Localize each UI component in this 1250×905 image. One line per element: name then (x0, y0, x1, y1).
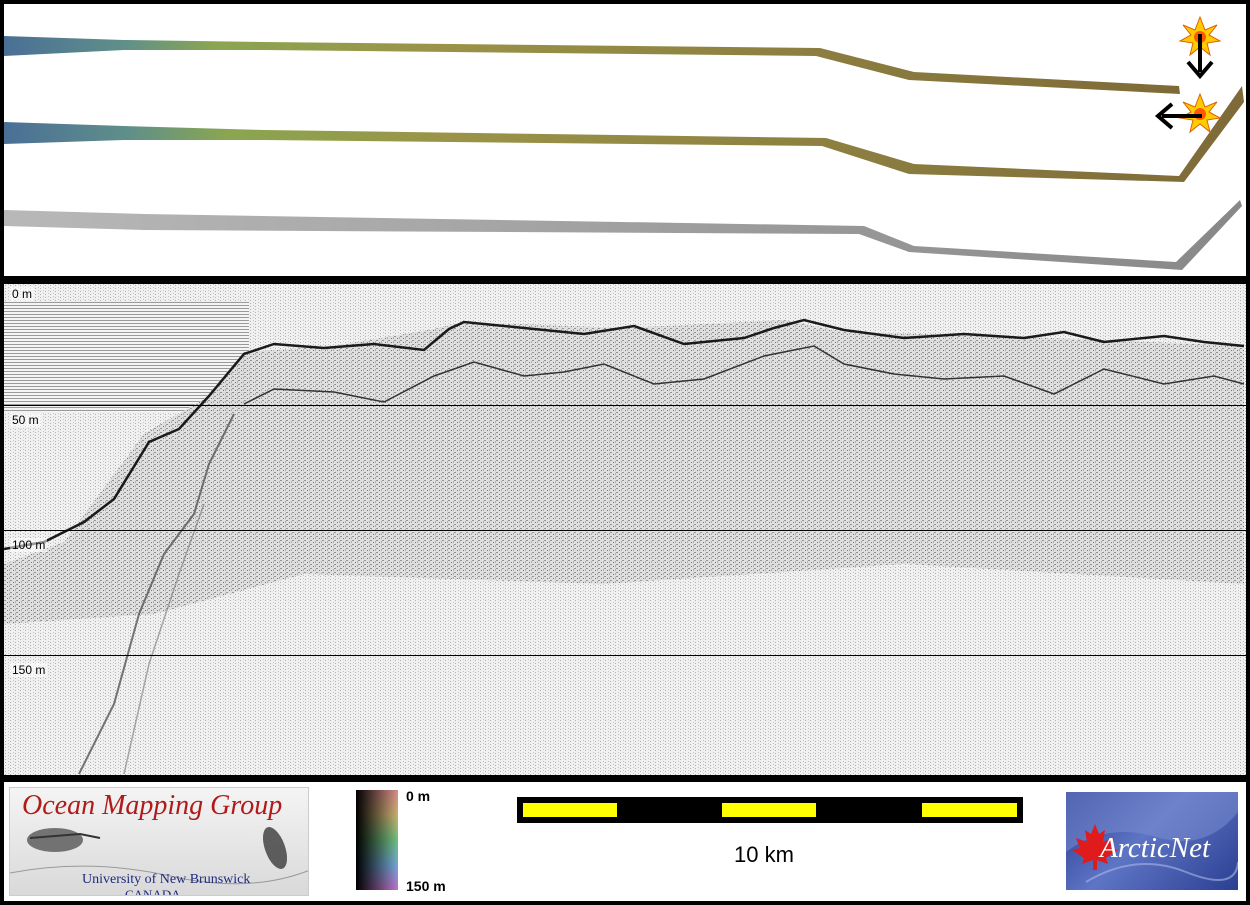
scale-bar-segment (722, 803, 816, 817)
depth-gridline (4, 530, 1246, 531)
depth-gridline (4, 405, 1246, 406)
sub-bottom-reflector (243, 345, 1245, 405)
arcticnet-logo: ArcticNet (1066, 792, 1238, 890)
scale-bar-label: 10 km (734, 842, 794, 867)
scale-bar-segment (922, 803, 1017, 817)
omg-logo-graphic (10, 827, 308, 885)
arrow-down-icon (1186, 34, 1214, 80)
slope-trace (78, 413, 235, 775)
echogram-svg (4, 284, 1246, 775)
omg-logo-title: Ocean Mapping Group (22, 790, 283, 821)
omg-logo-university: University of New Brunswick (82, 872, 251, 887)
maple-leaf-icon (1072, 824, 1118, 870)
swath-track-1 (4, 36, 1180, 94)
depth-gridline (4, 655, 1246, 656)
scale-bar (517, 797, 1023, 823)
scale-bar-segment (523, 803, 617, 817)
seafloor-reflector (4, 318, 1245, 551)
ocean-mapping-group-logo: Ocean Mapping Group University of New Br… (9, 787, 309, 896)
swath-track-svg (4, 15, 1244, 270)
depth-colorbar (356, 790, 398, 890)
depth-label: 100 m (10, 538, 48, 552)
colorbar-bottom-label: 150 m (406, 878, 446, 894)
omg-logo-country: CANADA (125, 887, 181, 896)
depth-label: 150 m (10, 663, 48, 677)
swath-track-grayscale (4, 200, 1242, 270)
arrow-left-icon (1154, 102, 1202, 130)
swath-track-2 (4, 86, 1244, 182)
colorbar-top-label: 0 m (406, 788, 431, 804)
seismic-profile-panel: 0 m 50 m 100 m 150 m (4, 284, 1246, 775)
arcticnet-map-graphic (1066, 792, 1238, 883)
depth-label: 0 m (10, 287, 35, 301)
arcticnet-logo-text: ArcticNet (1100, 832, 1211, 864)
swath-track-panel (4, 4, 1246, 276)
depth-label: 50 m (10, 413, 41, 427)
sediment-zone (4, 320, 1244, 624)
footer-panel: Ocean Mapping Group University of New Br… (4, 782, 1246, 901)
